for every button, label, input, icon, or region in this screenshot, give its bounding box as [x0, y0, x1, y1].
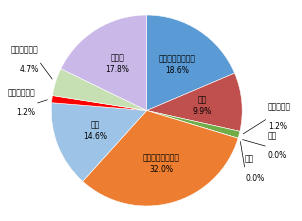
Text: 住宅: 住宅 [91, 121, 100, 130]
Text: 生活の利便性: 生活の利便性 [11, 45, 39, 54]
Wedge shape [147, 73, 242, 131]
Text: 14.6%: 14.6% [83, 132, 107, 141]
Wedge shape [147, 110, 238, 138]
Text: 17.8%: 17.8% [105, 65, 129, 74]
Text: 9.9%: 9.9% [192, 107, 211, 116]
Wedge shape [61, 15, 147, 110]
Wedge shape [53, 69, 147, 110]
Wedge shape [51, 103, 147, 181]
Wedge shape [147, 110, 238, 138]
Text: 就学: 就学 [268, 131, 277, 140]
Text: 交通の利便性: 交通の利便性 [7, 88, 35, 97]
Text: 1.2%: 1.2% [268, 122, 287, 131]
Text: 18.6%: 18.6% [165, 66, 189, 74]
Wedge shape [52, 95, 147, 110]
Wedge shape [147, 110, 240, 138]
Text: その他: その他 [111, 53, 124, 62]
Wedge shape [147, 15, 235, 110]
Text: 通勤・通業: 通勤・通業 [268, 103, 291, 111]
Wedge shape [83, 110, 238, 206]
Text: 1.2%: 1.2% [16, 108, 35, 117]
Text: 4.7%: 4.7% [20, 65, 39, 74]
Text: 転勤: 転勤 [197, 95, 207, 104]
Text: 就職・転職・転業: 就職・転職・転業 [159, 54, 196, 63]
Text: 32.0%: 32.0% [149, 165, 174, 174]
Text: 0.0%: 0.0% [268, 151, 287, 160]
Text: 0.0%: 0.0% [245, 173, 264, 183]
Text: 卒業: 卒業 [245, 154, 254, 163]
Text: 結婚・離婚・縁組: 結婚・離婚・縁組 [143, 154, 180, 163]
